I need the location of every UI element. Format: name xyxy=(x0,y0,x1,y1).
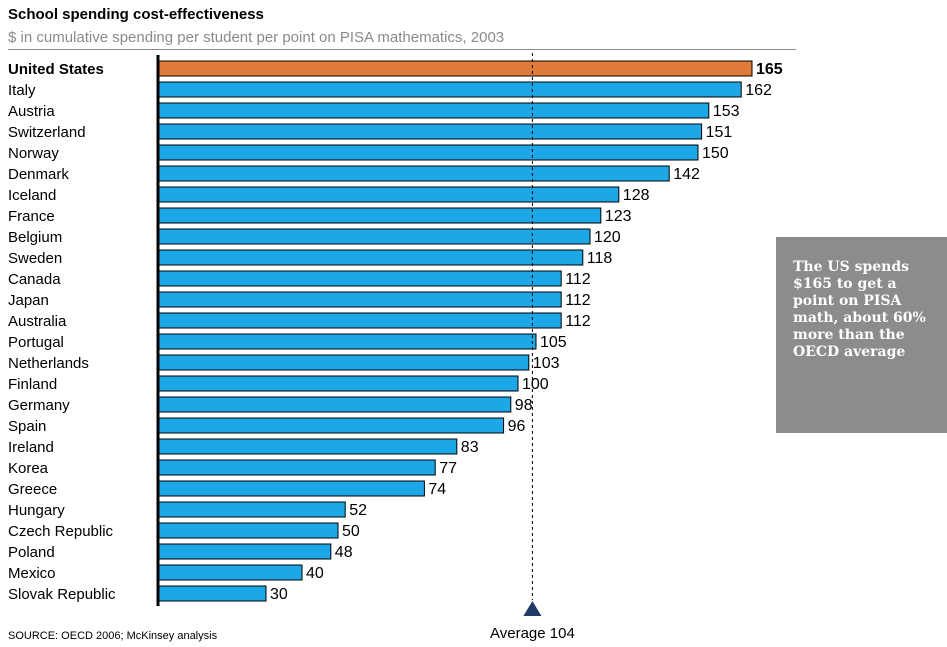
category-label: Korea xyxy=(8,460,49,477)
bar xyxy=(157,186,620,203)
data-label: 162 xyxy=(745,82,772,99)
bar xyxy=(157,417,505,434)
bar xyxy=(157,165,670,182)
average-marker xyxy=(523,601,542,616)
data-label: 118 xyxy=(587,250,613,267)
source-note: SOURCE: OECD 2006; McKinsey analysis xyxy=(8,630,218,642)
data-label: 123 xyxy=(605,208,632,225)
category-label: Norway xyxy=(8,145,59,162)
bar xyxy=(157,585,267,602)
category-label: Germany xyxy=(8,397,70,414)
data-label: 98 xyxy=(515,397,533,414)
category-label: Ireland xyxy=(8,439,54,456)
bar xyxy=(157,354,530,371)
category-label: Italy xyxy=(8,82,36,99)
category-label: Greece xyxy=(8,481,57,498)
data-label: 96 xyxy=(508,418,526,435)
bar xyxy=(157,123,703,140)
category-label: Czech Republic xyxy=(8,523,114,540)
bar xyxy=(157,375,519,392)
data-label: 100 xyxy=(522,376,549,393)
bar xyxy=(157,522,339,539)
bar xyxy=(157,396,512,413)
category-label: Portugal xyxy=(8,334,64,351)
category-label: Switzerland xyxy=(8,124,86,141)
bar xyxy=(157,501,346,518)
data-label: 40 xyxy=(306,565,324,582)
category-label: Slovak Republic xyxy=(8,586,116,603)
bar xyxy=(157,81,742,98)
category-label: Netherlands xyxy=(8,355,89,372)
category-label: Austria xyxy=(8,103,55,120)
category-label: Iceland xyxy=(8,187,56,204)
chart-subtitle: $ in cumulative spending per student per… xyxy=(8,29,505,46)
category-label: Hungary xyxy=(8,502,65,519)
category-label: Canada xyxy=(8,271,61,288)
data-label: 103 xyxy=(533,355,560,372)
bar xyxy=(157,291,562,308)
bar xyxy=(157,438,458,455)
chart-title: School spending cost-effectiveness xyxy=(8,6,264,23)
callout-box: The US spends $165 to get a point on PIS… xyxy=(776,237,947,433)
bar xyxy=(157,564,303,581)
data-label: 48 xyxy=(335,544,353,561)
bar xyxy=(157,102,710,119)
bar xyxy=(157,270,562,287)
category-label: Spain xyxy=(8,418,46,435)
data-label: 120 xyxy=(594,229,621,246)
category-label: France xyxy=(8,208,55,225)
category-label: Finland xyxy=(8,376,57,393)
bar xyxy=(157,312,562,329)
data-label: 112 xyxy=(565,271,591,288)
header-rule xyxy=(8,49,796,50)
category-label: Poland xyxy=(8,544,55,561)
bar xyxy=(157,543,332,560)
average-label: Average 104 xyxy=(490,625,575,642)
bar xyxy=(157,333,537,350)
data-label: 30 xyxy=(270,586,288,603)
data-label: 128 xyxy=(623,187,650,204)
data-label: 74 xyxy=(428,481,446,498)
category-label: Denmark xyxy=(8,166,69,183)
category-label: Australia xyxy=(8,313,67,330)
data-label: 151 xyxy=(706,124,733,141)
category-label: Japan xyxy=(8,292,49,309)
bar xyxy=(157,249,584,266)
data-label: 50 xyxy=(342,523,360,540)
category-label: Sweden xyxy=(8,250,62,267)
data-label: 83 xyxy=(461,439,479,456)
data-label: 165 xyxy=(756,61,783,78)
bar xyxy=(157,60,753,77)
data-label: 112 xyxy=(565,292,591,309)
bar xyxy=(157,228,591,245)
data-label: 105 xyxy=(540,334,567,351)
bar xyxy=(157,207,602,224)
data-label: 52 xyxy=(349,502,367,519)
category-label: United States xyxy=(8,61,104,78)
category-label: Mexico xyxy=(8,565,56,582)
callout-text: The US spends $165 to get a point on PIS… xyxy=(793,259,926,360)
bar xyxy=(157,480,425,497)
data-label: 112 xyxy=(565,313,591,330)
data-label: 142 xyxy=(673,166,700,183)
data-label: 150 xyxy=(702,145,729,162)
category-label: Belgium xyxy=(8,229,62,246)
bar xyxy=(157,459,436,476)
data-label: 77 xyxy=(439,460,457,477)
data-label: 153 xyxy=(713,103,740,120)
bar xyxy=(157,144,699,161)
